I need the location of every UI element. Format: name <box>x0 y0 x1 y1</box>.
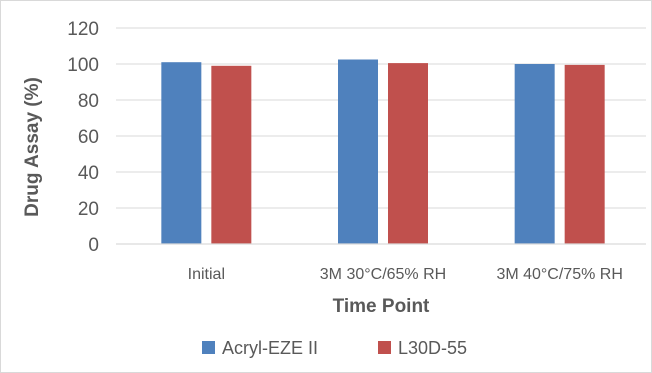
y-tick-label: 20 <box>78 199 99 220</box>
y-tick-labels: 0 20 40 60 80 100 120 <box>67 19 99 256</box>
x-category-label: 3M 30°C/65% RH <box>320 266 446 283</box>
y-tick-label: 60 <box>78 127 99 148</box>
bar-acryl-eze-ii-2 <box>514 64 555 244</box>
bar-l30d-55-1 <box>388 63 428 244</box>
x-category-label: 3M 40°C/75% RH <box>496 266 622 283</box>
x-category-labels: Initial 3M 30°C/65% RH 3M 40°C/75% RH <box>188 266 623 283</box>
x-axis-title: Time Point <box>333 296 430 317</box>
y-axis-title: Drug Assay (%) <box>22 77 43 217</box>
legend-label-1: L30D-55 <box>398 338 467 358</box>
y-tick-label: 80 <box>78 91 99 112</box>
y-tick-label: 0 <box>88 235 99 256</box>
bars <box>161 59 605 245</box>
bar-acryl-eze-ii-1 <box>338 59 378 244</box>
legend: Acryl-EZE II L30D-55 <box>202 338 467 358</box>
y-tick-label: 100 <box>67 55 99 76</box>
legend-swatch-1 <box>378 341 391 354</box>
bar-acryl-eze-ii-0 <box>161 62 202 245</box>
y-tick-label: 120 <box>67 19 99 40</box>
legend-label-0: Acryl-EZE II <box>222 338 318 358</box>
legend-swatch-0 <box>202 341 215 354</box>
gridlines <box>116 27 646 209</box>
x-category-label: Initial <box>188 266 225 283</box>
y-tick-label: 40 <box>78 163 99 184</box>
bar-l30d-55-2 <box>564 64 605 245</box>
bar-l30d-55-0 <box>211 65 252 244</box>
